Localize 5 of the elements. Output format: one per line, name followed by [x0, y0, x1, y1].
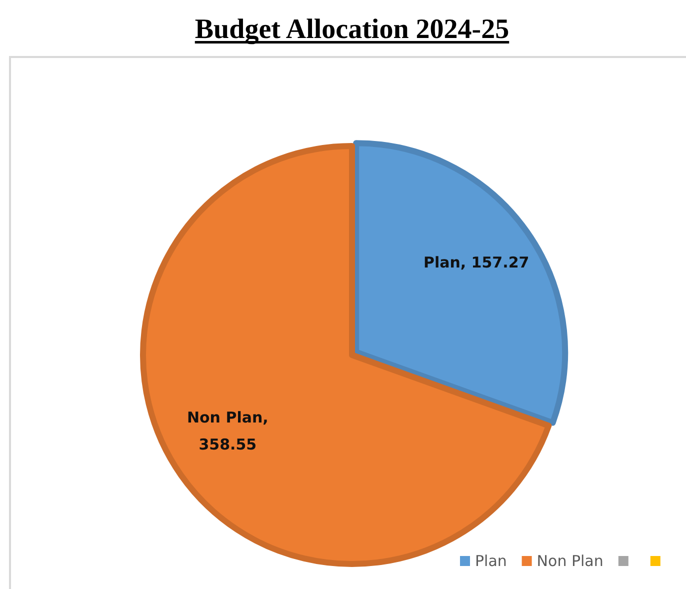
- legend-label: Plan: [475, 552, 507, 570]
- data-label: Non Plan, 358.55: [186, 408, 268, 454]
- legend-label: Non Plan: [536, 552, 604, 570]
- chart-title: Budget Allocation 2024-25: [194, 14, 510, 45]
- data-label: Plan, 157.27: [423, 254, 530, 272]
